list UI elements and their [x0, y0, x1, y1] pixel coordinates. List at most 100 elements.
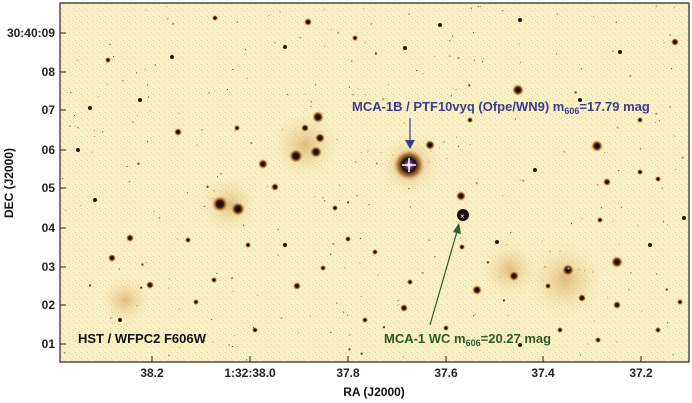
speckle [408, 13, 410, 15]
speckle [452, 35, 453, 37]
speckle [315, 84, 317, 86]
svg-text:01: 01 [42, 337, 56, 351]
speckle [593, 16, 594, 18]
speckle [179, 347, 181, 348]
speckle [245, 48, 247, 50]
speckle [128, 181, 130, 183]
speckle [231, 277, 233, 280]
star [557, 327, 563, 333]
x-tick: 38.2 [140, 356, 164, 380]
speckle [356, 195, 358, 197]
speckle [473, 315, 474, 317]
speckle [324, 200, 325, 202]
speckle [234, 212, 236, 214]
speckle [382, 98, 385, 101]
speckle [486, 261, 489, 264]
svg-text:37.2: 37.2 [629, 366, 653, 380]
speckle [220, 173, 222, 175]
star [637, 169, 643, 175]
speckle [216, 272, 218, 274]
speckle [232, 290, 234, 292]
speckle [507, 314, 509, 316]
speckle [449, 40, 451, 42]
speckle [443, 141, 445, 143]
speckle [360, 152, 362, 154]
speckle [172, 22, 175, 25]
speckle [279, 11, 281, 13]
star [362, 317, 368, 323]
speckle [203, 205, 205, 207]
svg-text:MCA-1B / PTF10vyq (Ofpe/WN9): MCA-1B / PTF10vyq (Ofpe/WN9) m606=17.79 … [352, 99, 650, 116]
speckle [402, 356, 404, 358]
speckle [563, 151, 565, 153]
speckle [499, 276, 501, 278]
star [312, 111, 324, 123]
star [76, 148, 80, 152]
star [671, 38, 679, 46]
speckle [77, 59, 79, 61]
speckle [438, 147, 440, 149]
star [310, 146, 322, 158]
speckle [607, 297, 609, 299]
speckle [337, 31, 340, 34]
star [456, 191, 466, 201]
speckle [600, 207, 602, 209]
speckle [669, 34, 671, 36]
speckle [106, 62, 108, 64]
star [562, 264, 574, 276]
star [591, 140, 603, 152]
speckle [309, 315, 311, 317]
star [345, 236, 351, 242]
speckle [89, 284, 91, 287]
speckle [502, 195, 504, 197]
speckle [137, 162, 140, 165]
star [315, 133, 325, 143]
image-frame [60, 3, 689, 362]
x-axis-label: RA (J2000) [343, 385, 405, 399]
star [443, 325, 449, 331]
speckle [430, 150, 432, 152]
svg-text:07: 07 [42, 103, 56, 117]
x-tick: 37.2 [629, 356, 653, 380]
speckle [672, 354, 674, 356]
star [372, 249, 378, 255]
speckle [159, 217, 161, 219]
speckle [310, 101, 312, 103]
speckle [322, 197, 324, 199]
speckle [132, 121, 134, 123]
speckle [122, 80, 124, 82]
speckle [234, 335, 236, 337]
speckle [147, 84, 148, 86]
speckle [217, 176, 218, 178]
speckle [153, 211, 155, 213]
star [545, 283, 551, 289]
y-axis-label: DEC (J2000) [2, 148, 16, 218]
star [174, 128, 182, 136]
speckle [187, 192, 189, 194]
star [93, 198, 97, 202]
star [146, 281, 154, 289]
speckle [592, 271, 594, 273]
svg-text:×: × [460, 212, 465, 221]
star [509, 271, 519, 281]
speckle [168, 287, 170, 289]
speckle [364, 42, 366, 43]
speckle [212, 198, 214, 199]
speckle [360, 296, 362, 297]
y-axis: 30:40:09 08 07 06 05 04 03 02 01 [7, 26, 66, 351]
speckle [515, 118, 516, 120]
speckle [208, 92, 210, 94]
y-tick: 04 [42, 221, 66, 235]
speckle [204, 340, 206, 342]
star [518, 18, 522, 22]
speckle [106, 83, 108, 85]
speckle [281, 129, 283, 131]
speckle [520, 335, 522, 337]
speckle [637, 224, 639, 226]
star [185, 237, 191, 243]
speckle [446, 158, 448, 160]
star [595, 337, 601, 343]
speckle [506, 244, 508, 246]
x-tick: 37.8 [336, 356, 360, 380]
star [231, 202, 245, 216]
